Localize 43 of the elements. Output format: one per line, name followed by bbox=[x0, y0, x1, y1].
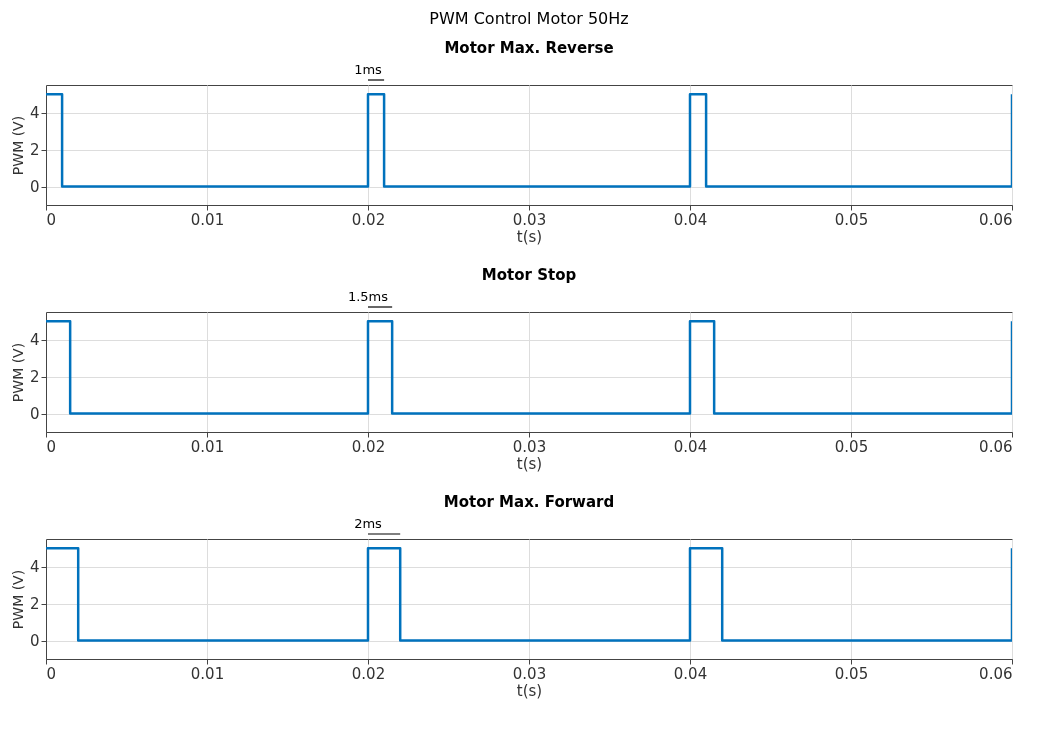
chart-title: Motor Stop bbox=[481, 266, 577, 284]
x-tick-label: 0.02 bbox=[351, 437, 386, 456]
y-tick-label: 4 bbox=[29, 558, 40, 577]
chart-title: PWM Control Motor 50Hz bbox=[429, 9, 629, 28]
chart-subtitle: Motor Max. Reverse bbox=[444, 39, 614, 57]
text: 1.5ms bbox=[347, 289, 389, 304]
y-axis-title: PWM (V) bbox=[9, 569, 26, 630]
y-tick-label: 2 bbox=[29, 368, 40, 387]
x-tick-label: 0.04 bbox=[673, 210, 708, 229]
x-tick-label: 0 bbox=[46, 664, 57, 683]
x-tick-label: 0.05 bbox=[834, 437, 869, 456]
y-tick-label: 2 bbox=[29, 141, 40, 160]
x-tick-label: 0 bbox=[46, 437, 57, 456]
x-tick-label: 0.06 bbox=[979, 210, 1013, 229]
x-tick-label: 0.04 bbox=[673, 437, 708, 456]
text: 2ms bbox=[354, 516, 383, 531]
y-tick-label: 0 bbox=[29, 178, 40, 197]
x-tick-label: 0.05 bbox=[834, 210, 869, 229]
x-tick-label: 0.06 bbox=[979, 437, 1013, 456]
y-tick-label: 4 bbox=[29, 331, 40, 350]
y-tick-label: 4 bbox=[29, 104, 40, 123]
x-tick-label: 0.04 bbox=[673, 664, 708, 683]
x-axis-title: t(s) bbox=[516, 681, 543, 700]
x-tick-label: 0.02 bbox=[351, 210, 386, 229]
x-axis-title: t(s) bbox=[516, 454, 543, 473]
x-tick-label: 0 bbox=[46, 210, 57, 229]
y-tick-label: 0 bbox=[29, 632, 40, 651]
text: 1ms bbox=[354, 62, 383, 77]
x-tick-label: 0.05 bbox=[834, 664, 869, 683]
x-tick-label: 0.03 bbox=[512, 210, 547, 229]
x-tick-label: 0.01 bbox=[190, 210, 225, 229]
y-tick-label: 2 bbox=[29, 595, 40, 614]
y-axis-title: PWM (V) bbox=[9, 342, 26, 403]
x-tick-label: 0.01 bbox=[190, 664, 225, 683]
chart-title: Motor Max. Forward bbox=[443, 493, 615, 511]
y-axis-title: PWM (V) bbox=[9, 115, 26, 176]
x-tick-label: 0.03 bbox=[512, 437, 547, 456]
x-tick-label: 0.01 bbox=[190, 437, 225, 456]
x-tick-label: 0.06 bbox=[979, 664, 1013, 683]
x-tick-label: 0.02 bbox=[351, 664, 386, 683]
x-tick-label: 0.03 bbox=[512, 664, 547, 683]
y-tick-label: 0 bbox=[29, 405, 40, 424]
x-axis-title: t(s) bbox=[516, 227, 543, 246]
